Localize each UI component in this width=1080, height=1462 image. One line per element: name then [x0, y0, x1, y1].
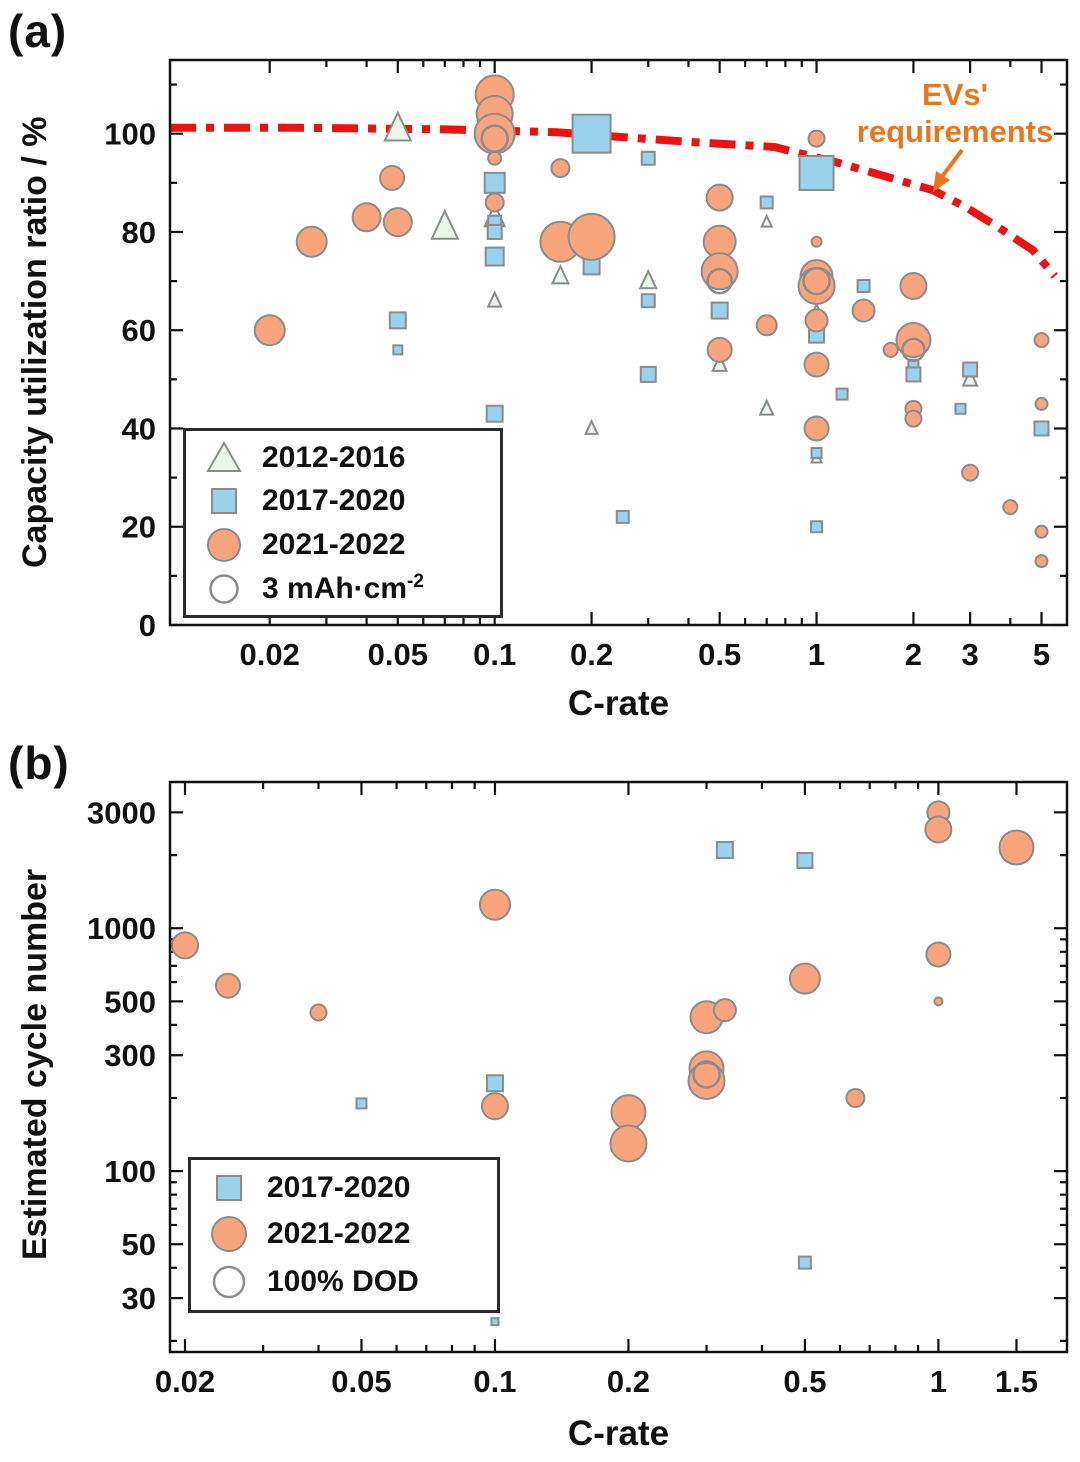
series-open-circle — [692, 1060, 721, 1089]
legend-label: 100% DOD — [267, 1264, 419, 1298]
svg-text:0: 0 — [139, 608, 156, 643]
series-circle — [253, 74, 1050, 569]
legend-item-2021-2022: 2021-2022 — [186, 527, 500, 563]
square-marker-icon — [186, 487, 262, 515]
panel-b-y-axis-title: Estimated cycle number — [16, 868, 54, 1260]
svg-text:5: 5 — [1033, 637, 1050, 672]
annotation-arrow-icon — [933, 148, 964, 192]
series-square — [355, 840, 814, 1327]
svg-text:60: 60 — [122, 313, 156, 348]
svg-text:0.05: 0.05 — [368, 637, 428, 672]
svg-text:30: 30 — [122, 1281, 156, 1316]
legend-item-100-dod: 100% DOD — [191, 1264, 497, 1300]
legend-label: 2017-2020 — [267, 1170, 411, 1204]
svg-text:0.02: 0.02 — [240, 637, 300, 672]
axis-tick-labels: 0.02 0.05 0.1 0.2 0.5 1 2 3 5 0 20 40 60 80 100 — [104, 117, 1050, 672]
svg-text:80: 80 — [122, 215, 156, 250]
legend-item-2017-2020: 2017-2020 — [186, 483, 500, 518]
panel-b-tag: (b) — [8, 737, 70, 789]
plot-panel_b: 0.02 0.05 0.1 0.2 0.5 1 1.5 30 50 100 300 500 1000 30… — [87, 780, 1069, 1399]
svg-text:0.5: 0.5 — [698, 637, 741, 672]
svg-text:3: 3 — [961, 637, 978, 672]
plot-panel_a: 0.02 0.05 0.1 0.2 0.5 1 2 3 5 0 20 40 60 80 100 — [104, 58, 1069, 672]
panel-b-legend: 2017-2020 2021-2022 100% DOD — [188, 1157, 500, 1313]
svg-text:1: 1 — [808, 637, 825, 672]
svg-text:500: 500 — [104, 984, 156, 1019]
ev-requirements-line2: requirements — [856, 114, 1054, 149]
series-open-circle — [480, 124, 926, 363]
svg-text:0.1: 0.1 — [473, 1364, 516, 1399]
svg-text:50: 50 — [122, 1227, 156, 1262]
series-square — [388, 113, 1050, 534]
svg-text:0.5: 0.5 — [783, 1364, 826, 1399]
svg-text:300: 300 — [104, 1038, 156, 1073]
svg-text:3000: 3000 — [87, 795, 156, 830]
svg-text:0.2: 0.2 — [570, 637, 613, 672]
svg-text:20: 20 — [122, 510, 156, 545]
svg-text:0.02: 0.02 — [155, 1364, 215, 1399]
legend-label: 2021-2022 — [267, 1217, 411, 1250]
ev-requirements-annotation: EVs' requirements — [838, 76, 1072, 150]
open-circle-marker-icon — [191, 1264, 267, 1300]
svg-text:1000: 1000 — [87, 911, 156, 946]
series-triangle — [383, 110, 979, 464]
svg-text:0.2: 0.2 — [607, 1364, 650, 1399]
legend-item-2017-2020: 2017-2020 — [191, 1171, 497, 1205]
svg-text:1: 1 — [930, 1364, 947, 1399]
svg-text:0.05: 0.05 — [331, 1364, 391, 1399]
plot-border — [168, 780, 1069, 1354]
legend-label: 2012-2016 — [262, 440, 406, 474]
panel-b-x-axis-title: C-rate — [567, 1414, 670, 1453]
legend-label: 3 mAh·cm-2 — [262, 571, 424, 606]
legend-label: 2021-2022 — [262, 528, 406, 562]
legend-item-2021-2022: 2021-2022 — [191, 1215, 497, 1253]
ev-requirements-line — [170, 123, 1058, 279]
legend-item-2012-2016: 2012-2016 — [186, 440, 500, 475]
series-circle — [171, 800, 1035, 1163]
plot-border — [168, 58, 1069, 627]
svg-text:100: 100 — [104, 117, 156, 152]
triangle-marker-icon — [186, 440, 262, 474]
square-marker-icon — [191, 1174, 267, 1202]
circle-marker-icon — [191, 1215, 267, 1253]
legend-item-areal-capacity: 3 mAh·cm-2 — [186, 571, 500, 606]
panel-a-legend: 2012-2016 2017-2020 2021-2022 3 mAh·cm-2 — [183, 428, 503, 618]
legend-label: 2017-2020 — [262, 484, 406, 518]
svg-text:40: 40 — [122, 411, 156, 446]
panel-a-tag: (a) — [8, 5, 68, 57]
panel-a-x-axis-title: C-rate — [567, 684, 670, 723]
ev-requirements-line1: EVs' — [922, 77, 988, 112]
circle-marker-icon — [186, 527, 262, 563]
axis-tick-labels: 0.02 0.05 0.1 0.2 0.5 1 1.5 30 50 100 300 500 1000 30… — [87, 795, 1038, 1399]
panel-a-y-axis-title: Capacity utilization ratio / % — [16, 116, 54, 569]
svg-text:0.1: 0.1 — [473, 637, 516, 672]
svg-text:1.5: 1.5 — [995, 1364, 1038, 1399]
svg-text:100: 100 — [104, 1154, 156, 1189]
open-circle-marker-icon — [186, 573, 262, 605]
svg-text:2: 2 — [905, 637, 922, 672]
